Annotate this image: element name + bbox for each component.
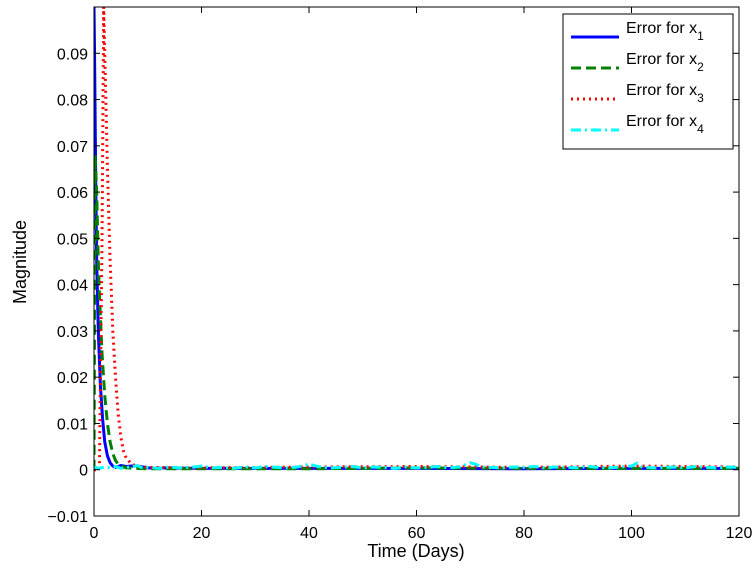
series-layer (94, 7, 739, 472)
y-tick-label: 0.02 (57, 370, 88, 387)
y-tick-label: 0.08 (57, 93, 88, 110)
x-tick-label: 80 (515, 525, 533, 542)
x-tick-label: 60 (408, 525, 426, 542)
y-tick-label: 0.07 (57, 139, 88, 156)
series-line-x4 (94, 461, 739, 470)
legend-label-x4: Error for x4 (626, 113, 704, 136)
y-tick-label: 0.03 (57, 324, 88, 341)
ticks-layer: 0 20 40 60 80 100 120−0.0100.010.020.030.040.0… (48, 7, 753, 542)
legend-label-x3: Error for x3 (626, 82, 704, 105)
legend: Error for x1 Error for x2 Error for x3 Erro… (562, 13, 734, 150)
y-tick-label: 0.09 (57, 46, 88, 63)
x-tick-label: 120 (726, 525, 753, 542)
series-line-x2 (94, 155, 739, 471)
x-axis-label: Time (Days) (367, 541, 464, 561)
y-axis-label: Magnitude (10, 220, 30, 304)
series-line-x3 (94, 7, 739, 472)
legend-label-x2: Error for x2 (626, 51, 704, 74)
y-tick-label: 0 (79, 463, 88, 480)
x-tick-label: 100 (618, 525, 645, 542)
y-tick-label: 0.05 (57, 231, 88, 248)
y-tick-label: 0.04 (57, 278, 88, 295)
y-tick-label: 0.06 (57, 185, 88, 202)
x-tick-label: 20 (193, 525, 211, 542)
x-tick-label: 40 (300, 525, 318, 542)
y-tick-label: −0.01 (48, 509, 89, 526)
legend-label-x1: Error for x1 (626, 20, 704, 43)
y-tick-label: 0.01 (57, 416, 88, 433)
x-tick-label: 0 (90, 525, 99, 542)
